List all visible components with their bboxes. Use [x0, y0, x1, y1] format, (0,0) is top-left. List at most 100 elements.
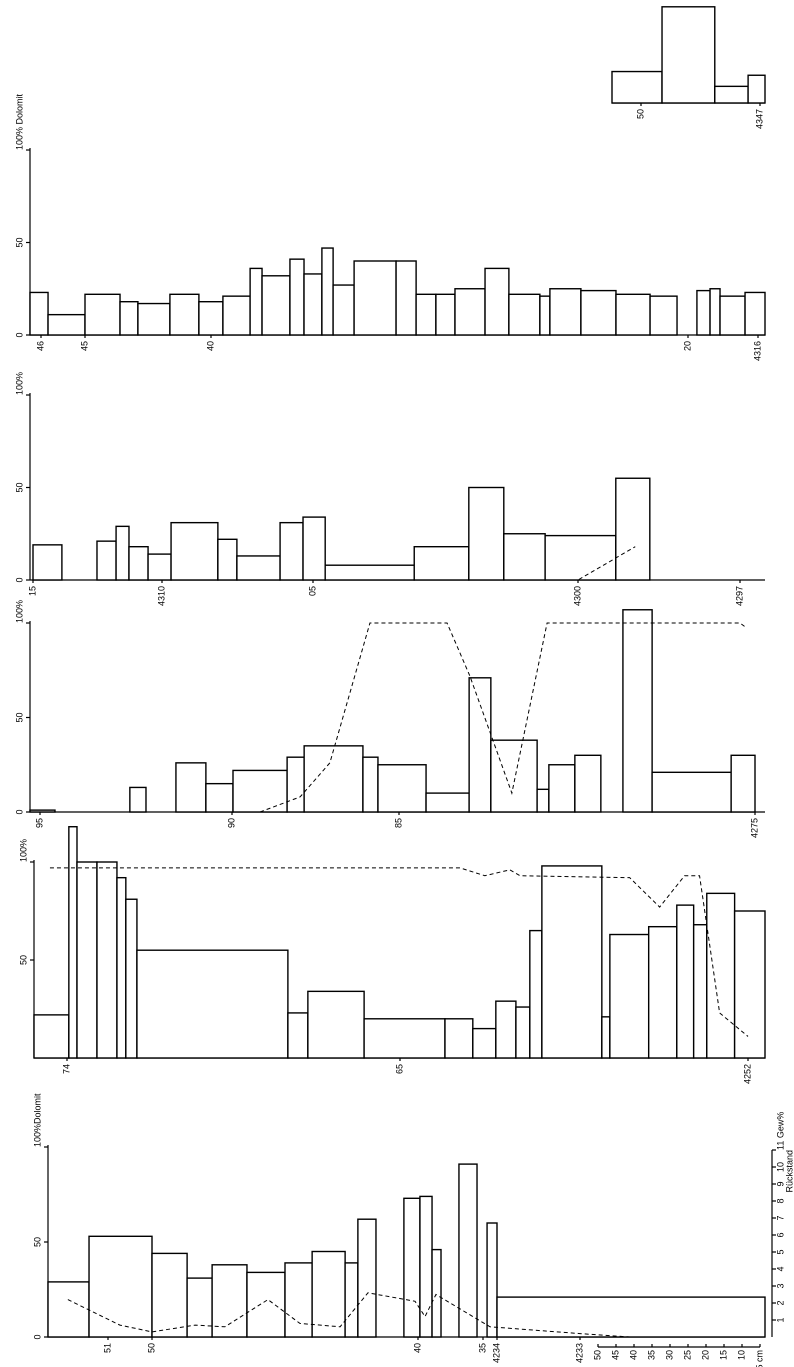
- x-tick-label: 50: [146, 1343, 156, 1353]
- y2-tick-label: 2: [775, 1300, 785, 1305]
- y-tick-label: 100%Dolomit: [32, 1093, 42, 1147]
- x-tick-label: 40: [205, 341, 215, 351]
- x-tick-label: 4316: [752, 341, 762, 361]
- x-tick-label: 51: [102, 1343, 112, 1353]
- scale-label: 45: [610, 1350, 620, 1360]
- scale-label: 15: [718, 1350, 728, 1360]
- bar: [353, 260, 397, 336]
- bar: [249, 267, 263, 336]
- x-tick-label: 4297: [734, 586, 744, 606]
- bar: [147, 553, 172, 581]
- bar: [128, 546, 149, 581]
- bar: [136, 949, 289, 1059]
- bar: [425, 792, 470, 813]
- x-tick-label: 85: [393, 818, 403, 828]
- x-tick-label: 46: [35, 341, 45, 351]
- bar: [508, 293, 541, 336]
- y2-tick-label: 5: [775, 1249, 785, 1254]
- bar: [622, 609, 653, 813]
- y-tick-label: 100%: [14, 600, 24, 623]
- bar: [468, 486, 505, 581]
- bar: [362, 756, 379, 813]
- bar: [246, 1271, 286, 1338]
- bar: [719, 295, 746, 336]
- y2-tick-label: 6: [775, 1232, 785, 1237]
- dashed-line: [49, 867, 749, 1037]
- y-tick-label: 100%: [14, 372, 24, 395]
- x-tick-label: 40: [412, 1343, 422, 1353]
- bar: [714, 85, 749, 104]
- dashed-line: [67, 1292, 630, 1338]
- bar: [169, 293, 200, 336]
- bar: [611, 70, 663, 104]
- y-tick-label: 0: [14, 577, 24, 582]
- bar: [324, 564, 415, 581]
- bar: [403, 1197, 421, 1338]
- y2-tick-label: 7: [775, 1215, 785, 1220]
- bar: [88, 1235, 153, 1338]
- bar: [744, 291, 766, 336]
- y2-tick-label: 9: [775, 1181, 785, 1186]
- bar: [431, 1248, 442, 1338]
- x-tick-label: 50: [635, 109, 645, 119]
- x-tick-label: 35: [477, 1343, 487, 1353]
- x-tick-label: 15: [27, 586, 37, 596]
- bar: [549, 288, 582, 336]
- bar: [490, 739, 538, 813]
- scale-label: 50: [592, 1350, 602, 1360]
- bar: [33, 1014, 70, 1059]
- bar: [395, 260, 417, 336]
- bar: [615, 477, 651, 581]
- bar: [601, 1016, 611, 1059]
- scale-label: 25: [682, 1350, 692, 1360]
- y-tick-label: 50: [14, 712, 24, 722]
- bar: [580, 289, 617, 336]
- y2-tick-label: 1: [775, 1317, 785, 1322]
- bar: [29, 291, 49, 336]
- bar: [211, 1264, 248, 1338]
- bar: [413, 546, 470, 581]
- bar: [709, 288, 721, 336]
- bar: [119, 301, 139, 336]
- dashed-line: [259, 622, 746, 813]
- x-tick-label: 45: [79, 341, 89, 351]
- bar: [29, 809, 56, 813]
- scale-label: 10: [736, 1350, 746, 1360]
- y2-tick-label: 8: [775, 1198, 785, 1203]
- bar: [217, 538, 238, 581]
- y2-tick-label: 3: [775, 1283, 785, 1288]
- bar: [222, 295, 251, 336]
- bar: [458, 1163, 478, 1338]
- bar: [261, 275, 291, 336]
- x-tick-label: 4233: [574, 1343, 584, 1363]
- bar: [541, 865, 603, 1059]
- y-tick-label: 100%: [18, 839, 28, 862]
- bar: [286, 756, 305, 813]
- bar: [649, 295, 678, 336]
- bar: [47, 313, 86, 336]
- x-tick-label: 95: [34, 818, 44, 828]
- bar: [529, 929, 543, 1059]
- bar: [284, 1262, 313, 1338]
- x-tick-label: 74: [61, 1064, 71, 1074]
- bar: [302, 516, 326, 581]
- x-tick-label: 90: [226, 818, 236, 828]
- y2-tick-label: 4: [775, 1266, 785, 1271]
- bar: [321, 247, 334, 336]
- scale-label: 20: [700, 1350, 710, 1360]
- bar: [486, 1222, 498, 1338]
- x-tick-label: 4310: [156, 586, 166, 606]
- bar: [415, 293, 437, 336]
- bar: [651, 771, 732, 813]
- bar: [47, 1281, 90, 1338]
- bar: [175, 762, 207, 813]
- bar: [692, 924, 708, 1059]
- y2-tick-label: 11 Gew%: [775, 1112, 785, 1150]
- y-tick-label: 100% Dolomit: [14, 93, 24, 150]
- bar: [574, 754, 602, 813]
- bar: [661, 6, 716, 104]
- bar: [548, 764, 576, 813]
- bar: [232, 769, 288, 813]
- y-tick-label: 50: [32, 1237, 42, 1247]
- x-tick-label: 4252: [742, 1064, 752, 1084]
